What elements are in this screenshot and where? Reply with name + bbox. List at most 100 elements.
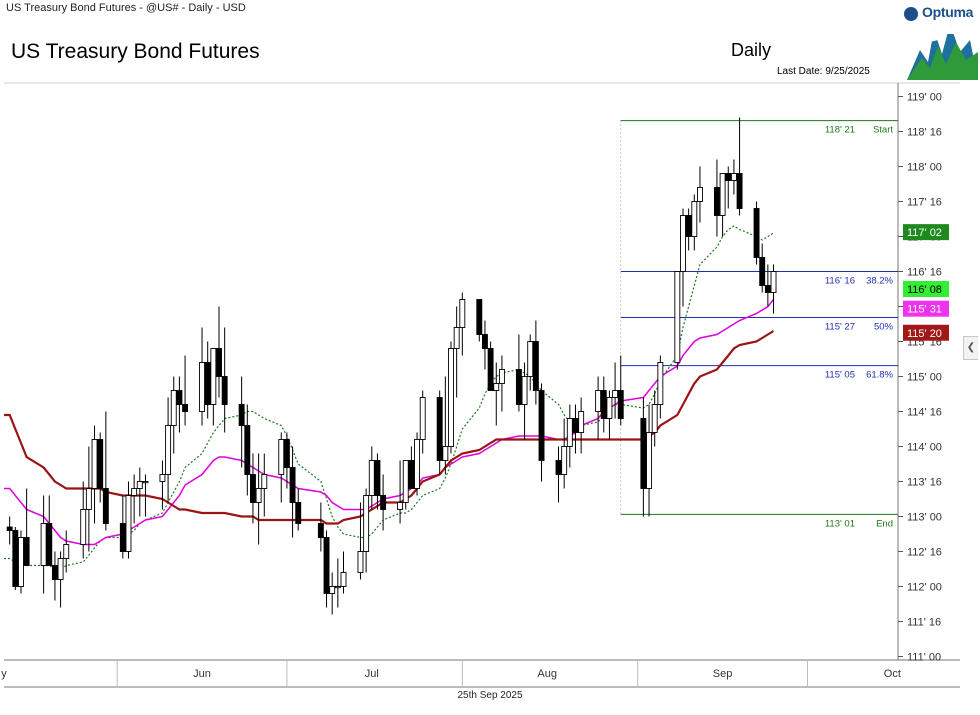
fib-level-name: Start	[873, 125, 893, 136]
fib-price-label: 113' 01	[825, 518, 855, 529]
candle-up	[498, 369, 505, 384]
candle-down	[12, 530, 19, 587]
y-tick-label: 111' 16	[907, 617, 941, 629]
y-tick-label: 119' 00	[907, 92, 942, 104]
value-tag-label: 117' 02	[907, 227, 942, 239]
candle-up	[595, 390, 602, 412]
candle-down	[538, 390, 545, 461]
fib-level-name: 50%	[874, 321, 894, 332]
candle-up	[18, 537, 24, 587]
candle-up	[448, 348, 454, 447]
candle-down	[436, 397, 443, 461]
candle-up	[680, 215, 686, 272]
candle-up	[40, 523, 47, 566]
candle-up	[561, 446, 568, 475]
y-tick-label: 118' 16	[907, 127, 942, 139]
candle-up	[340, 572, 347, 587]
candle-up	[261, 474, 268, 489]
candle-up	[442, 446, 449, 461]
candles	[6, 117, 777, 615]
candle-up	[210, 348, 217, 405]
last-date-label: Last Date: 9/25/2025	[777, 66, 870, 77]
candle-down	[51, 565, 58, 580]
candle-down	[204, 362, 211, 405]
candle-up	[255, 488, 262, 503]
candle-down	[221, 376, 228, 405]
candle-up	[651, 404, 658, 433]
value-tag	[903, 300, 949, 317]
x-tick-label: Jun	[193, 668, 211, 680]
y-tick-label: 114' 00	[907, 442, 942, 454]
candle-down	[295, 502, 302, 524]
brand-name: Optuma	[922, 4, 974, 20]
candle-up	[402, 460, 409, 503]
y-tick-label: 113' 00	[907, 512, 942, 524]
candle-up	[578, 411, 585, 433]
candle-down	[317, 523, 324, 538]
candle-down	[515, 369, 522, 405]
candle-down	[600, 390, 607, 419]
y-tick-label: 114' 16	[907, 407, 942, 419]
long-moving-average-line	[4, 330, 775, 525]
optuma-badge-icon	[904, 7, 918, 21]
candle-up	[136, 481, 143, 489]
candle-up	[691, 201, 698, 237]
candle-down	[555, 460, 562, 475]
candle-down	[238, 404, 245, 426]
candle-up	[657, 362, 664, 405]
chart-title: US Treasury Bond Futures	[11, 40, 260, 63]
candle-down	[753, 208, 760, 258]
candle-up	[329, 586, 336, 594]
value-tag-label: 116' 08	[907, 284, 942, 296]
candle-up	[57, 558, 64, 580]
candle-up	[770, 271, 777, 293]
x-tick-label: Sep	[713, 668, 733, 680]
candle-up	[357, 551, 364, 573]
y-tick-label: 112' 00	[907, 582, 942, 594]
candle-up	[566, 418, 573, 447]
candle-down	[736, 173, 743, 209]
candle-down	[617, 390, 624, 419]
candle-up	[414, 439, 421, 489]
footer-date: 25th Sep 2025	[457, 690, 523, 701]
candle-down	[102, 488, 109, 524]
candle-down	[119, 523, 126, 552]
candle-down	[640, 418, 647, 489]
value-tag	[903, 281, 949, 297]
fib-price-label: 116' 16	[825, 276, 855, 287]
candle-down	[759, 257, 766, 286]
candle-down	[481, 334, 488, 349]
candle-up	[363, 495, 370, 552]
candle-up	[453, 327, 460, 349]
y-tick-label: 117' 16	[907, 197, 942, 209]
candle-up	[646, 432, 652, 489]
fib-price-label: 118' 21	[825, 125, 855, 136]
candle-down	[487, 348, 494, 391]
fib-level-name: 38.2%	[866, 276, 893, 287]
periodicity-label: Daily	[731, 40, 772, 60]
x-tick-label: Oct	[884, 668, 901, 680]
panel-expand-tab[interactable]: ❮	[963, 336, 978, 360]
window-title: US Treasury Bond Futures - @US# - Daily …	[6, 2, 246, 14]
fib-price-label: 115' 27	[825, 321, 855, 332]
value-tags: 117' 02 116' 08 115' 31 115' 20	[903, 224, 949, 341]
candle-up	[199, 362, 205, 412]
candle-down	[6, 526, 13, 531]
y-tick-label: 112' 16	[907, 547, 942, 559]
candle-up	[159, 474, 166, 482]
value-tag-label: 115' 31	[907, 304, 942, 316]
fib-level-name: End	[876, 518, 893, 529]
value-tag	[903, 324, 949, 341]
candle-down	[380, 495, 387, 510]
candle-down	[374, 460, 381, 496]
candle-up	[730, 173, 737, 181]
candle-down	[408, 460, 415, 489]
candle-up	[80, 509, 87, 545]
candle-down	[323, 537, 330, 594]
candle-down	[216, 348, 222, 377]
candle-down	[244, 425, 251, 475]
candle-down	[532, 341, 539, 391]
candle-up	[397, 502, 404, 510]
candle-up	[165, 425, 172, 475]
